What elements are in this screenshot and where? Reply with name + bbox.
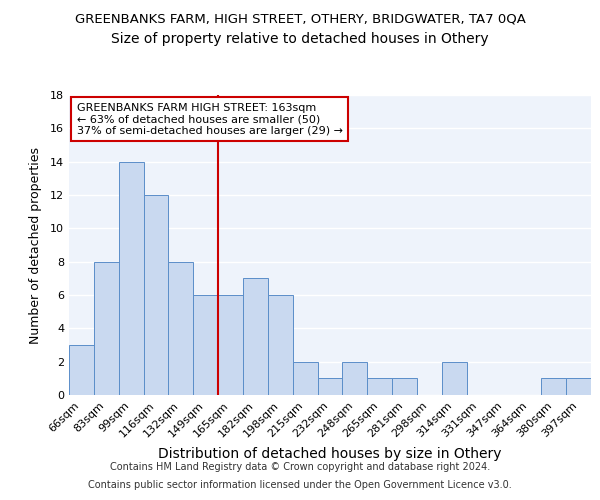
X-axis label: Distribution of detached houses by size in Othery: Distribution of detached houses by size … [158,447,502,461]
Text: Size of property relative to detached houses in Othery: Size of property relative to detached ho… [111,32,489,46]
Bar [442,362,467,395]
Bar [367,378,392,395]
Bar [218,295,243,395]
Bar [243,278,268,395]
Bar [143,195,169,395]
Bar [94,262,119,395]
Bar [317,378,343,395]
Text: GREENBANKS FARM HIGH STREET: 163sqm
← 63% of detached houses are smaller (50)
37: GREENBANKS FARM HIGH STREET: 163sqm ← 63… [77,102,343,136]
Bar [566,378,591,395]
Bar [193,295,218,395]
Bar [169,262,193,395]
Bar [293,362,317,395]
Bar [119,162,143,395]
Text: GREENBANKS FARM, HIGH STREET, OTHERY, BRIDGWATER, TA7 0QA: GREENBANKS FARM, HIGH STREET, OTHERY, BR… [74,12,526,26]
Text: Contains HM Land Registry data © Crown copyright and database right 2024.: Contains HM Land Registry data © Crown c… [110,462,490,472]
Bar [392,378,417,395]
Y-axis label: Number of detached properties: Number of detached properties [29,146,41,344]
Bar [343,362,367,395]
Bar [541,378,566,395]
Bar [69,345,94,395]
Text: Contains public sector information licensed under the Open Government Licence v3: Contains public sector information licen… [88,480,512,490]
Bar [268,295,293,395]
